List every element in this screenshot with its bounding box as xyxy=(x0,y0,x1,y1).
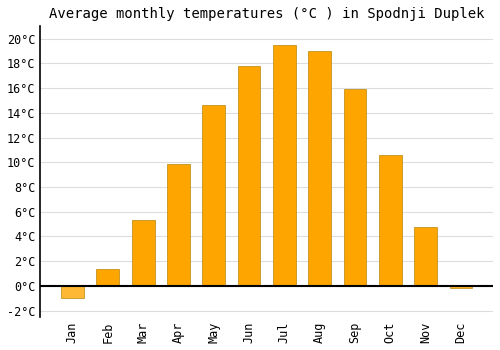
Bar xyxy=(308,51,331,286)
Bar xyxy=(238,66,260,286)
Bar xyxy=(379,155,402,286)
Bar xyxy=(414,226,437,286)
Bar xyxy=(202,105,225,286)
Bar xyxy=(344,89,366,286)
Bar xyxy=(96,268,119,286)
Title: Average monthly temperatures (°C ) in Spodnji Duplek: Average monthly temperatures (°C ) in Sp… xyxy=(49,7,484,21)
Bar xyxy=(132,220,154,286)
Bar xyxy=(167,163,190,286)
Bar xyxy=(450,286,472,288)
Bar xyxy=(273,45,296,286)
Bar xyxy=(61,286,84,298)
